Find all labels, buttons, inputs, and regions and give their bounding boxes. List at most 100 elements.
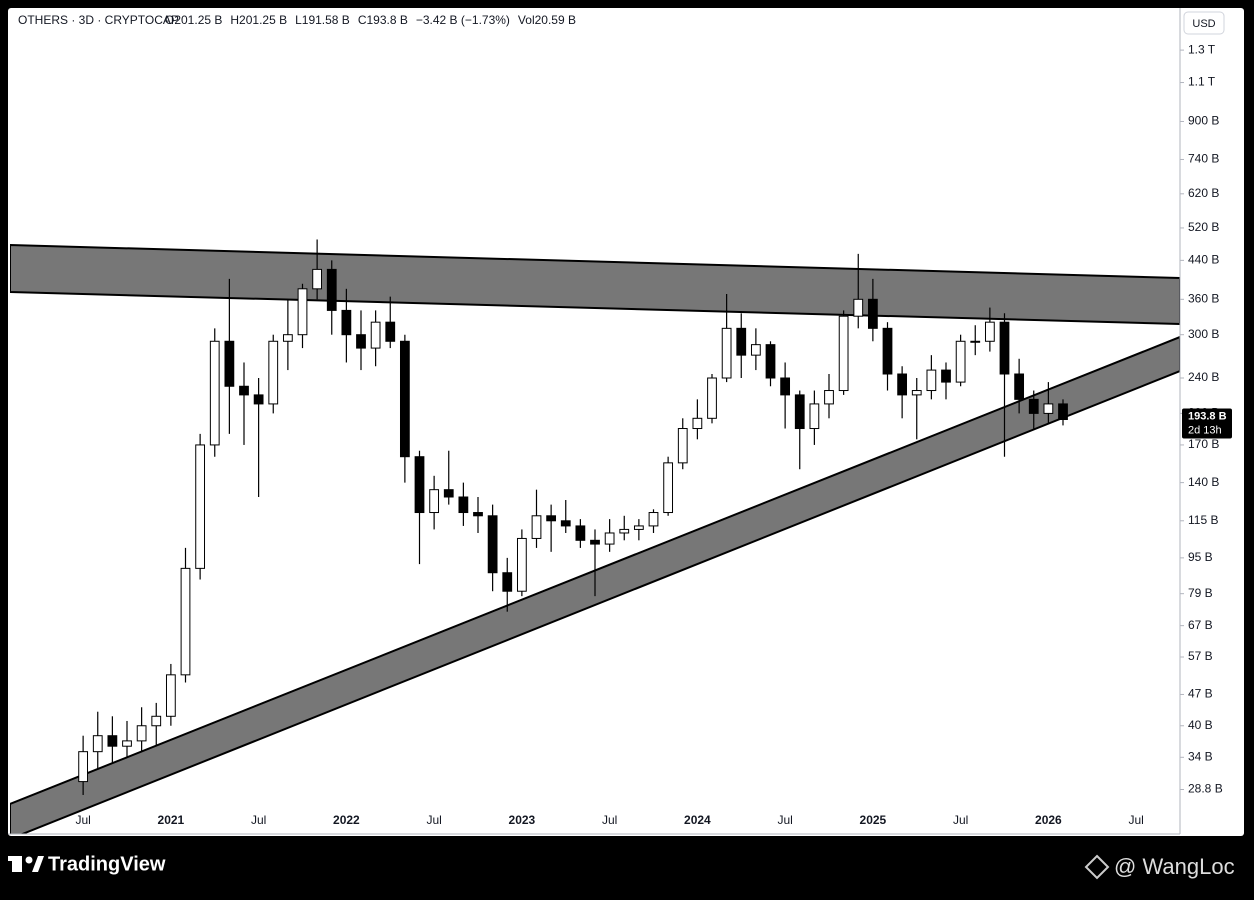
y-tick-label: 40 B [1188,718,1213,732]
y-tick-label: 140 B [1188,475,1219,489]
y-tick-label: 740 B [1188,152,1219,166]
candle-body [195,444,206,569]
x-tick-label: 2026 [1035,813,1062,827]
candle-body [224,340,235,387]
candle-body [707,377,717,419]
candle-body [765,344,776,379]
candle-body [356,334,366,349]
candle-body [268,340,279,405]
ohlc-header: O201.25 B H201.25 B L191.58 B C193.8 B −3.42… [165,13,576,27]
footer: TradingView @ WangLoc [8,853,1235,880]
candle-body [78,751,89,783]
candle-body [926,369,937,392]
x-tick-label: Jul [251,813,266,827]
y-tick-label: 28.8 B [1188,782,1223,796]
chart-area [8,8,1244,836]
symbol: OTHERS · 3D · CRYPTOCAP [18,13,179,27]
candle-body [721,327,732,379]
y-tick-label: 34 B [1188,749,1213,763]
candle-body [560,520,571,527]
y-tick-label: 900 B [1188,114,1219,128]
x-tick-label: 2023 [509,813,536,827]
candle-body [165,674,176,717]
candle-body [312,268,323,290]
candle-body [663,462,674,514]
candle-body [326,268,337,311]
candle-body [941,369,951,383]
y-tick-label: 170 B [1188,437,1219,451]
y-tick-label: 1.3 T [1188,42,1216,56]
candle-body [882,327,893,375]
y-tick-label: 300 B [1188,327,1219,341]
candle-body [487,515,498,574]
ohlc-value: −3.42 B (−1.73%) [416,13,510,27]
candle-body [443,489,454,498]
x-tick-label: Jul [426,813,441,827]
candle-body [911,390,922,396]
y-tick-label: 79 B [1188,586,1213,600]
candle-body [239,385,249,396]
ohlc-value: C193.8 B [358,13,408,27]
x-tick-label: Jul [777,813,792,827]
candle-body [648,512,659,527]
candle-body [341,309,352,336]
candle-body [970,340,981,343]
y-tick-label: 520 B [1188,220,1219,234]
candle-body [297,288,308,336]
candle-body [999,321,1010,375]
candle-body [955,340,966,383]
axes: 1.3 T 1.1 T 900 B 740 B 620 B 520 B 440 B 360 B… [75,42,1232,827]
y-tick-label: 440 B [1188,253,1219,267]
candle-body [1028,398,1039,414]
y-tick-label: 57 B [1188,649,1213,663]
candle-body [692,417,703,430]
candle-body [1014,373,1025,400]
candle-body [458,496,469,514]
candle-body [633,525,644,530]
brand: TradingView [48,853,166,875]
logo-mark [8,856,22,861]
candle-body [107,735,118,747]
candles [78,239,1068,795]
ohlc-value: L191.58 B [295,13,350,27]
candle-body [1058,403,1068,421]
y-tick-label: 47 B [1188,687,1213,701]
candle-body [516,537,527,592]
candle-body [619,528,630,534]
candle-body [604,532,615,545]
candle-body [370,321,381,349]
ohlc-value: H201.25 B [230,13,287,27]
candle-body [136,725,147,742]
candle-body [180,567,191,676]
ohlc-value: O201.25 B [165,13,222,27]
x-tick-label: 2025 [860,813,887,827]
currency-button[interactable] [1183,11,1225,35]
x-tick-label: Jul [75,813,90,827]
candle-body [546,515,557,522]
candle-body [736,327,747,356]
candle-body [809,403,820,430]
logo-mark [25,856,33,864]
price-label-box [1182,408,1232,439]
candle-body [253,394,264,405]
candle-body [502,572,513,592]
candle-body [473,512,483,517]
y-tick-label: 360 B [1188,291,1219,305]
x-tick-label: Jul [1128,813,1143,827]
author: @ WangLoc [1114,854,1235,879]
candle-body [122,740,132,747]
author-icon [1084,854,1110,880]
ohlc-value: Vol20.59 B [518,13,576,27]
candle-body [385,321,396,342]
resistance-band [10,243,1180,326]
candle-body [282,334,293,342]
y-tick-label: 620 B [1188,186,1219,200]
candle-body [1043,403,1054,414]
x-tick-label: Jul [602,813,617,827]
candle-body [414,456,425,514]
candle-body [897,373,908,396]
candle-body [750,344,761,356]
currency[interactable]: USD [1192,18,1215,30]
candle-body [575,525,586,541]
